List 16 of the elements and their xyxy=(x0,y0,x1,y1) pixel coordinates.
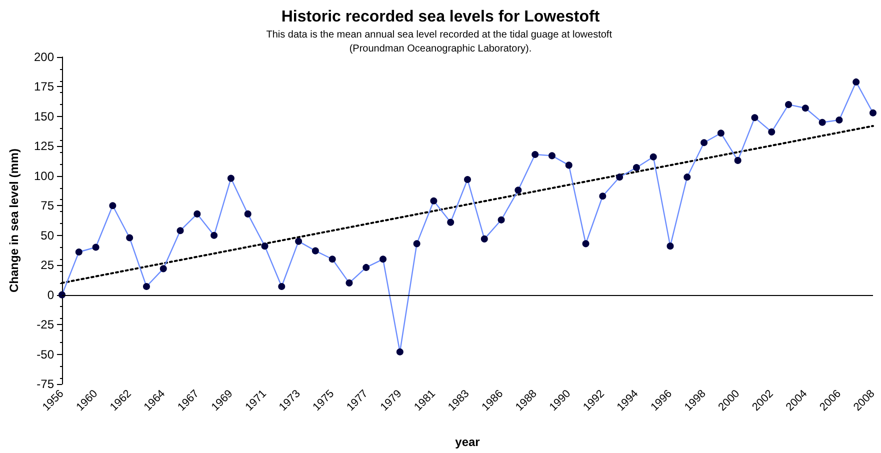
y-tick-label: 75 xyxy=(40,198,54,213)
y-tick-label: 125 xyxy=(34,139,54,154)
y-axis-title: Change in sea level (mm) xyxy=(7,148,21,293)
y-tick-label: -50 xyxy=(36,347,54,362)
y-tick-label: 100 xyxy=(34,168,54,183)
y-tick-label: -25 xyxy=(36,318,54,332)
y-tick-label: 50 xyxy=(40,228,54,242)
chart-title: Historic recorded sea levels for Lowestoft xyxy=(281,8,600,26)
x-axis-title: year xyxy=(455,435,480,449)
y-tick-label: 175 xyxy=(34,80,54,94)
y-tick-label: -75 xyxy=(36,377,54,391)
chart-subtitle: This data is the mean annual sea level recorded at the tidal guage at lowestoft (Proundman Oceanographic Laboratory). xyxy=(266,30,615,54)
y-tick-label: 0 xyxy=(47,288,54,302)
y-tick-label: 25 xyxy=(40,258,54,272)
y-tick-label: 200 xyxy=(34,50,54,64)
y-tick-label: 150 xyxy=(34,109,54,124)
